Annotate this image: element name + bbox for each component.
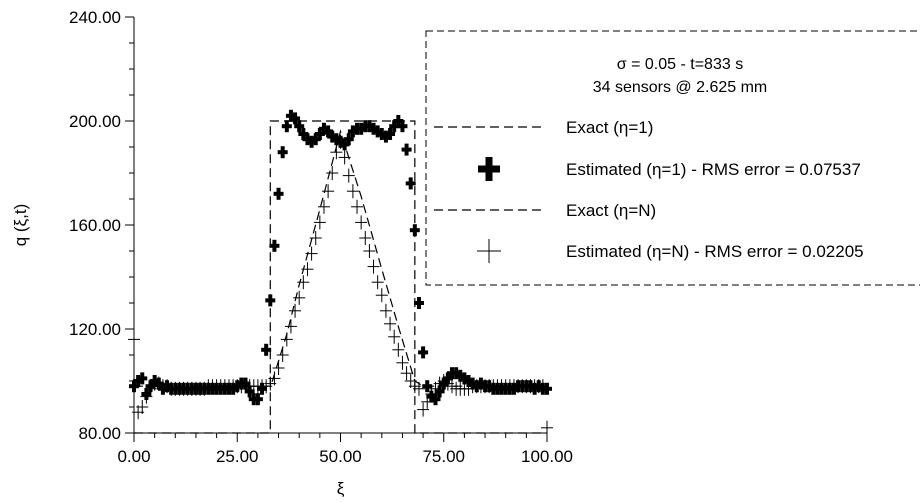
- data-point: [284, 319, 297, 334]
- data-point: [338, 150, 351, 165]
- data-point: [405, 177, 416, 190]
- data-point: [367, 259, 380, 274]
- legend-swatch-bold-plus: [478, 157, 500, 181]
- data-point: [542, 382, 552, 395]
- data-point: [351, 199, 364, 214]
- y-tick-label: 120.00: [69, 320, 121, 339]
- data-point: [309, 231, 322, 245]
- data-point: [252, 393, 263, 406]
- annotation-sensors: 34 sensors @ 2.625 mm: [593, 79, 768, 96]
- data-point: [301, 262, 314, 277]
- data-point: [281, 120, 292, 133]
- y-tick-label: 240.00: [69, 8, 121, 27]
- data-point: [265, 294, 276, 307]
- data-point: [330, 145, 343, 160]
- data-point: [136, 400, 149, 414]
- legend-entry-3: Exact (η=N): [434, 201, 656, 220]
- legend-label: Estimated (η=1) - RMS error = 0.07537: [566, 160, 861, 179]
- plot-area: [128, 109, 553, 435]
- data-point: [137, 372, 148, 385]
- data-point: [273, 187, 284, 200]
- data-point: [379, 303, 392, 318]
- legend-entry-1: Exact (η=1): [434, 118, 653, 137]
- legend-label: Exact (η=N): [566, 201, 656, 220]
- data-point: [317, 199, 330, 214]
- data-point: [346, 184, 359, 199]
- data-point: [269, 239, 280, 252]
- data-point: [276, 348, 289, 362]
- data-point: [396, 355, 409, 370]
- y-tick-label: 80.00: [78, 424, 121, 443]
- legend-entry-4: Estimated (η=N) - RMS error = 0.02205: [477, 239, 864, 263]
- legend: σ = 0.05 - t=833 s 34 sensors @ 2.625 mm…: [425, 30, 920, 286]
- data-point: [359, 231, 372, 245]
- y-tick-label: 160.00: [69, 216, 121, 235]
- data-point: [343, 133, 354, 146]
- data-point: [293, 290, 306, 305]
- data-point: [385, 128, 396, 140]
- data-point: [268, 371, 281, 386]
- data-point: [418, 346, 429, 359]
- data-point: [375, 288, 388, 303]
- data-point: [384, 316, 397, 331]
- x-axis-label: ξ: [337, 479, 345, 498]
- y-axis-label: q (ξ,t): [11, 204, 30, 247]
- data-point: [355, 215, 368, 230]
- legend-label: Estimated (η=N) - RMS error = 0.02205: [566, 242, 864, 261]
- data-point: [272, 361, 285, 375]
- annotation-sigma-time: σ = 0.05 - t=833 s: [617, 56, 743, 73]
- data-point: [392, 342, 405, 357]
- data-point: [294, 120, 305, 133]
- data-point: [305, 246, 318, 261]
- legend-entries: Exact (η=1) Estimated (η=1) - RMS error =…: [434, 118, 864, 263]
- axes: 80.00 120.00 160.00 200.00 240.00 0.00 25.00 50…: [11, 8, 573, 498]
- data-point: [261, 343, 272, 356]
- data-point: [322, 184, 335, 199]
- data-point: [280, 332, 293, 347]
- data-point: [397, 120, 408, 133]
- data-point: [536, 379, 549, 394]
- data-point: [140, 389, 153, 404]
- legend-box: [425, 30, 920, 286]
- data-point: [313, 215, 326, 230]
- data-point: [412, 381, 425, 396]
- data-point: [421, 394, 434, 409]
- data-point: [363, 244, 376, 258]
- legend-label: Exact (η=1): [566, 118, 653, 137]
- data-point: [413, 297, 424, 309]
- data-point: [371, 275, 384, 290]
- data-point: [409, 224, 420, 237]
- x-tick-label: 0.00: [117, 447, 150, 466]
- data-point: [388, 329, 401, 344]
- data-point: [297, 275, 310, 290]
- x-tick-label: 100.00: [521, 447, 573, 466]
- data-point: [417, 402, 430, 417]
- y-tick-label: 200.00: [69, 112, 121, 131]
- data-point: [334, 134, 347, 149]
- data-point: [326, 166, 339, 180]
- x-tick-label: 50.00: [319, 447, 362, 466]
- legend-entry-2: Estimated (η=1) - RMS error = 0.07537: [478, 157, 861, 181]
- x-tick-label: 75.00: [422, 447, 465, 466]
- x-tick-label: 25.00: [216, 447, 259, 466]
- data-point: [342, 168, 355, 183]
- data-point: [401, 143, 412, 156]
- data-point: [277, 146, 288, 159]
- axis-ticks: 80.00 120.00 160.00 200.00 240.00 0.00 25.00 50…: [69, 8, 573, 466]
- series-4: [128, 134, 553, 435]
- data-point: [400, 366, 413, 381]
- data-point: [289, 303, 302, 318]
- data-point: [290, 112, 301, 125]
- legend-swatch-thin-plus: [477, 239, 501, 263]
- data-point: [541, 420, 553, 435]
